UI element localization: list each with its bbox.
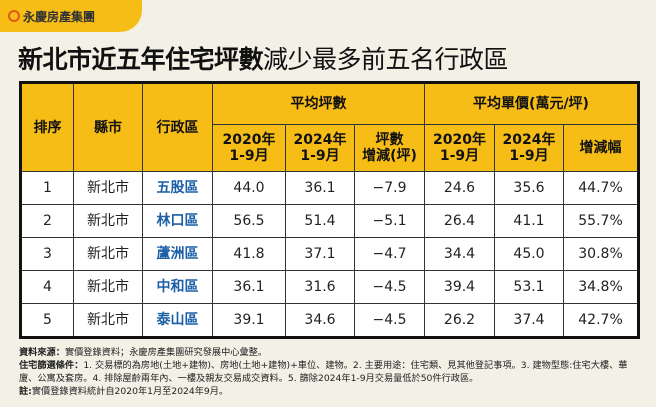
- district-cell: 泰山區: [142, 303, 213, 338]
- table-cell: 45.0: [494, 237, 564, 271]
- footnote: 資料來源：實價登錄資料；永慶房產集團研究發展中心彙整。: [19, 346, 639, 359]
- table-cell: 55.7%: [562, 204, 640, 238]
- table-cell: 4: [20, 270, 74, 304]
- header-avg-price: 平均單價(萬元/坪): [423, 82, 640, 125]
- subheader: 2020年 1-9月: [212, 124, 286, 172]
- district-cell: 林口區: [142, 204, 213, 238]
- table-cell: 37.4: [494, 303, 564, 338]
- table-cell: 36.1: [212, 270, 286, 304]
- brand-logo: 永慶房產集團: [0, 0, 142, 32]
- table-cell: −4.5: [354, 270, 425, 304]
- table-cell: 新北市: [73, 204, 143, 238]
- table-cell: −4.7: [354, 237, 425, 271]
- footnote-text: 1. 交易標的為房地(土地+建物)、房地(土地+建物)+車位、建物。2. 主要用…: [19, 360, 628, 384]
- district-cell: 中和區: [142, 270, 213, 304]
- footnote: 住宅篩選條件：1. 交易標的為房地(土地+建物)、房地(土地+建物)+車位、建物…: [19, 359, 639, 385]
- page-title: 新北市近五年住宅坪數減少最多前五名行政區: [18, 40, 509, 76]
- table-row: 4 新北市 中和區 36.1 31.6 −4.5 39.4 53.1 34.8%: [20, 270, 640, 304]
- table-cell: 31.6: [285, 270, 355, 304]
- table-cell: 56.5: [212, 204, 286, 238]
- table-cell: 44.0: [212, 171, 286, 205]
- table-cell: 35.6: [494, 171, 564, 205]
- subheader: 坪數 增減(坪): [354, 124, 425, 172]
- table-cell: −7.9: [354, 171, 425, 205]
- footnote-label: 住宅篩選條件：: [19, 360, 84, 371]
- district-cell: 蘆洲區: [142, 237, 213, 271]
- footnote-text: 實價登錄資料；永慶房產集團研究發展中心彙整。: [64, 347, 268, 358]
- footnote-label: 註:: [19, 386, 32, 397]
- footnote-text: 實價登錄資料統計自2020年1月至2024年9月。: [31, 386, 229, 397]
- table-cell: 26.2: [424, 303, 495, 338]
- table-cell: 新北市: [73, 171, 143, 205]
- header-rank: 排序: [20, 82, 74, 172]
- table-cell: 新北市: [73, 270, 143, 304]
- table-cell: 41.1: [494, 204, 564, 238]
- table-cell: 1: [20, 171, 74, 205]
- header-district: 行政區: [142, 82, 213, 172]
- table-cell: 新北市: [73, 237, 143, 271]
- subheader: 2024年 1-9月: [285, 124, 355, 172]
- table-cell: 41.8: [212, 237, 286, 271]
- table-cell: 34.8%: [562, 270, 640, 304]
- table-row: 5 新北市 泰山區 39.1 34.6 −4.5 26.2 37.4 42.7%: [20, 303, 640, 338]
- footnote: 註:實價登錄資料統計自2020年1月至2024年9月。: [19, 385, 639, 398]
- table-cell: 34.4: [424, 237, 495, 271]
- table-row: 3 新北市 蘆洲區 41.8 37.1 −4.7 34.4 45.0 30.8%: [20, 237, 640, 271]
- header-avg-area: 平均坪數: [212, 82, 425, 125]
- table-cell: 34.6: [285, 303, 355, 338]
- table-cell: 2: [20, 204, 74, 238]
- table-cell: 26.4: [424, 204, 495, 238]
- table-cell: 5: [20, 303, 74, 338]
- table-cell: 51.4: [285, 204, 355, 238]
- table-cell: 37.1: [285, 237, 355, 271]
- table-cell: 30.8%: [562, 237, 640, 271]
- table-cell: 3: [20, 237, 74, 271]
- footnote-label: 資料來源：: [19, 347, 65, 358]
- title-normal: 減少最多前五名行政區: [263, 45, 509, 74]
- logo-text: 永慶房產集團: [23, 9, 96, 24]
- table-cell: 44.7%: [562, 171, 640, 205]
- table-cell: 42.7%: [562, 303, 640, 338]
- header-city: 縣市: [73, 82, 143, 172]
- logo-ring-icon: [8, 10, 20, 22]
- subheader: 增減幅: [562, 124, 640, 172]
- district-cell: 五股區: [142, 171, 213, 205]
- table-row: 1 新北市 五股區 44.0 36.1 −7.9 24.6 35.6 44.7%: [20, 171, 640, 205]
- table-cell: 36.1: [285, 171, 355, 205]
- table-cell: 39.4: [424, 270, 495, 304]
- data-table: 排序 縣市 行政區 平均坪數 平均單價(萬元/坪) 2020年 1-9月 2024…: [19, 81, 641, 339]
- table-cell: 53.1: [494, 270, 564, 304]
- table-cell: −4.5: [354, 303, 425, 338]
- title-bold: 新北市近五年住宅坪數: [18, 45, 264, 74]
- subheader: 2024年 1-9月: [494, 124, 564, 172]
- table-cell: −5.1: [354, 204, 425, 238]
- table-row: 2 新北市 林口區 56.5 51.4 −5.1 26.4 41.1 55.7%: [20, 204, 640, 238]
- footnotes: 資料來源：實價登錄資料；永慶房產集團研究發展中心彙整。 住宅篩選條件：1. 交易標…: [19, 346, 639, 398]
- table-cell: 24.6: [424, 171, 495, 205]
- table-cell: 新北市: [73, 303, 143, 338]
- subheader: 2020年 1-9月: [424, 124, 495, 172]
- table-cell: 39.1: [212, 303, 286, 338]
